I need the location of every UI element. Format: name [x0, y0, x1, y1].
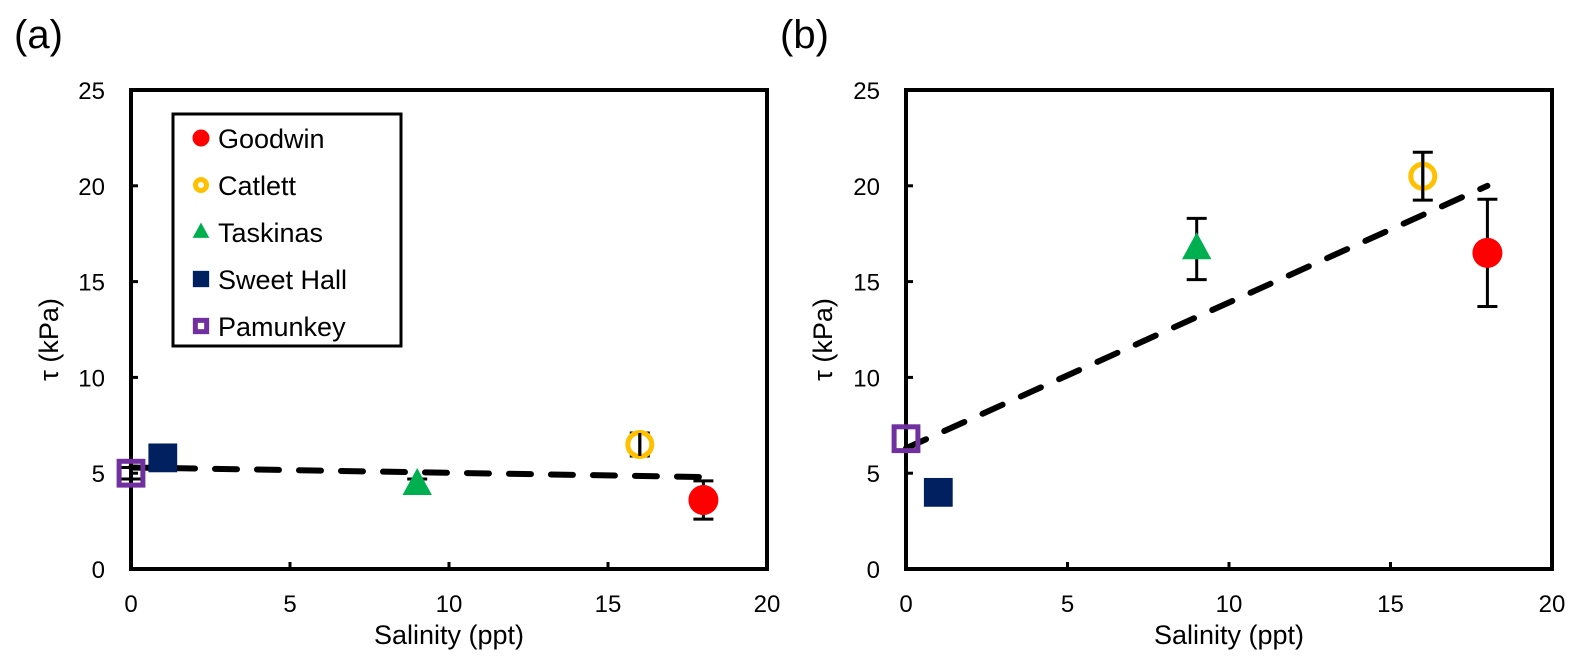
plot-frame [904, 88, 1554, 571]
x-axis-title: Salinity (ppt) [1154, 620, 1304, 650]
x-axis-title: Salinity (ppt) [374, 620, 524, 650]
data-point-pamunkey [891, 424, 921, 454]
y-tick-label: 15 [78, 270, 105, 297]
y-tick-label: 0 [92, 557, 105, 584]
y-tick-label: 0 [867, 557, 880, 584]
data-point-taskinas [1182, 232, 1212, 260]
data-point-sweet-hall [923, 477, 953, 507]
y-tick-label: 20 [78, 174, 105, 201]
x-tick-label: 10 [436, 591, 463, 618]
legend: Goodwin Catlett Taskinas Sweet Hall Pamunkey [171, 112, 403, 348]
trendline [128, 464, 707, 481]
data-point-catlett [625, 429, 655, 459]
data-point-taskinas [402, 467, 432, 495]
y-axis-title: τ (kPa) [808, 298, 838, 381]
legend-label-pamunkey: Pamunkey [218, 312, 346, 342]
x-tick-label: 0 [899, 591, 912, 618]
x-tick-label: 5 [1061, 591, 1074, 618]
legend-marker-pamunkey [192, 317, 210, 335]
panel-a: (a) 0 5 10 15 20 25 0 5 10 15 20 Salinity (ppt) τ (kP… [14, 13, 780, 650]
panel-label: (b) [780, 13, 829, 57]
data-point-goodwin [1472, 237, 1503, 268]
y-tick-label: 25 [853, 78, 880, 105]
y-tick-label: 5 [92, 461, 105, 488]
y-axis-title: τ (kPa) [34, 298, 64, 381]
x-tick-label: 15 [1377, 591, 1404, 618]
y-tick-label: 25 [78, 78, 105, 105]
legend-label-sweet-hall: Sweet Hall [218, 265, 347, 295]
y-tick-label: 10 [78, 365, 105, 392]
legend-marker-sweet-hall [192, 270, 210, 288]
x-tick-label: 20 [754, 591, 781, 618]
y-tick-label: 20 [853, 174, 880, 201]
data-point-pamunkey [116, 458, 146, 488]
legend-label-taskinas: Taskinas [218, 218, 323, 248]
y-tick-label: 5 [867, 461, 880, 488]
legend-marker-taskinas [192, 222, 210, 238]
legend-label-goodwin: Goodwin [218, 124, 325, 154]
y-tick-label: 15 [853, 270, 880, 297]
x-tick-label: 20 [1539, 591, 1566, 618]
legend-label-catlett: Catlett [218, 171, 297, 201]
data-point-goodwin [688, 485, 719, 516]
panel-b: (b) 0 5 10 15 20 25 0 5 10 15 20 Salinity (ppt) τ (kP… [780, 13, 1565, 650]
x-tick-label: 10 [1216, 591, 1243, 618]
panel-label: (a) [14, 13, 63, 57]
x-tick-label: 0 [124, 591, 137, 618]
data-point-sweet-hall [148, 443, 178, 473]
legend-marker-catlett [193, 177, 209, 193]
legend-marker-goodwin [192, 129, 210, 147]
y-tick-label: 10 [853, 365, 880, 392]
legend-box [171, 112, 403, 348]
trendline [903, 182, 1491, 452]
x-tick-label: 5 [283, 591, 296, 618]
x-tick-label: 15 [595, 591, 622, 618]
